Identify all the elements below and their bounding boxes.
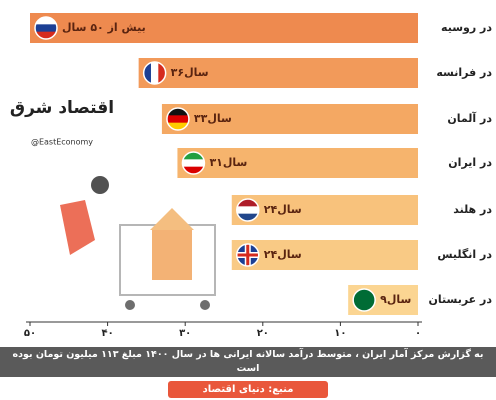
flag-ring	[181, 151, 206, 175]
flag-stripe	[35, 17, 57, 25]
x-tick-label: ۲۰	[257, 328, 269, 339]
flag-stripe	[166, 115, 189, 124]
category-label: در آلمان	[447, 111, 492, 125]
category-label: در فرانسه	[436, 66, 492, 79]
flag-stripe	[236, 199, 259, 207]
flag-stripe	[182, 166, 205, 174]
flag-ring	[142, 61, 167, 85]
bar	[30, 13, 418, 43]
flag-stripe	[182, 152, 205, 160]
x-tick-label: ۴۰	[101, 328, 113, 339]
flag-body	[35, 17, 57, 39]
flag-stripe	[236, 213, 259, 221]
flag	[352, 288, 376, 312]
x-tick-label: ۱۰	[334, 328, 346, 339]
illustration	[60, 176, 216, 310]
handle: @EastEconomy	[31, 138, 93, 147]
flag-stripe	[158, 62, 166, 84]
flag	[166, 107, 190, 131]
flag-stripe	[236, 253, 259, 257]
flag-ring	[352, 288, 376, 312]
flag-stripe	[150, 62, 159, 84]
flag-stripe	[236, 206, 259, 215]
flag-body	[182, 152, 205, 174]
value-label: ۳۳سال	[194, 112, 232, 125]
source: منبع: دنیای اقتصاد	[168, 381, 328, 398]
chart: اقتصاد شرق @EastEconomy ۰ ۱۰ ۲۰ ۳۰ ۴۰ ۵۰ در رو…	[10, 13, 493, 339]
flag-stripe	[35, 31, 57, 39]
flag-stripe	[35, 24, 57, 33]
value-label: ۹سال	[380, 293, 411, 306]
category-label: در هلند	[453, 203, 492, 216]
flag-body	[236, 199, 259, 221]
flag-stripe	[143, 62, 152, 84]
flag-ring	[236, 198, 260, 222]
flag-body	[166, 108, 189, 130]
flag-body	[353, 289, 376, 311]
flag-stripe	[353, 303, 376, 311]
flag-body	[143, 62, 166, 84]
category-label: در انگلیس	[437, 248, 492, 261]
bar	[231, 195, 418, 225]
note: به گزارش مرکز آمار ایران ، متوسط درآمد س…	[0, 347, 496, 377]
flag-stripe	[182, 159, 205, 168]
flag	[236, 198, 260, 222]
flag	[34, 16, 58, 40]
flag-stripe	[166, 108, 189, 116]
flag-ring	[236, 243, 260, 267]
value-label: بیش از ۵۰ سال	[62, 21, 146, 34]
flag	[236, 243, 260, 267]
flag-stripe	[166, 122, 189, 130]
bar	[231, 240, 418, 270]
flag-stripe	[353, 296, 376, 305]
logo: اقتصاد شرق	[10, 98, 114, 118]
bar	[138, 58, 418, 88]
x-tick-label: ۵۰	[24, 328, 36, 339]
bar	[161, 104, 419, 134]
flag-ring	[166, 107, 190, 131]
category-label: در روسیه	[441, 21, 492, 34]
flag-stripe	[353, 289, 376, 297]
category-label: در ایران	[448, 156, 492, 169]
value-label: ۲۴سال	[264, 248, 302, 261]
x-tick-label: ۰	[415, 328, 421, 339]
flag	[142, 61, 167, 85]
flag-ring	[34, 16, 58, 40]
x-tick-label: ۳۰	[179, 328, 191, 339]
flag-body	[236, 244, 259, 266]
value-label: ۳۶سال	[171, 66, 209, 79]
value-label: ۳۱سال	[209, 156, 247, 169]
category-label: در عربستان	[429, 293, 493, 306]
bar	[177, 148, 418, 178]
flag	[181, 151, 206, 175]
value-label: ۲۴سال	[264, 203, 302, 216]
